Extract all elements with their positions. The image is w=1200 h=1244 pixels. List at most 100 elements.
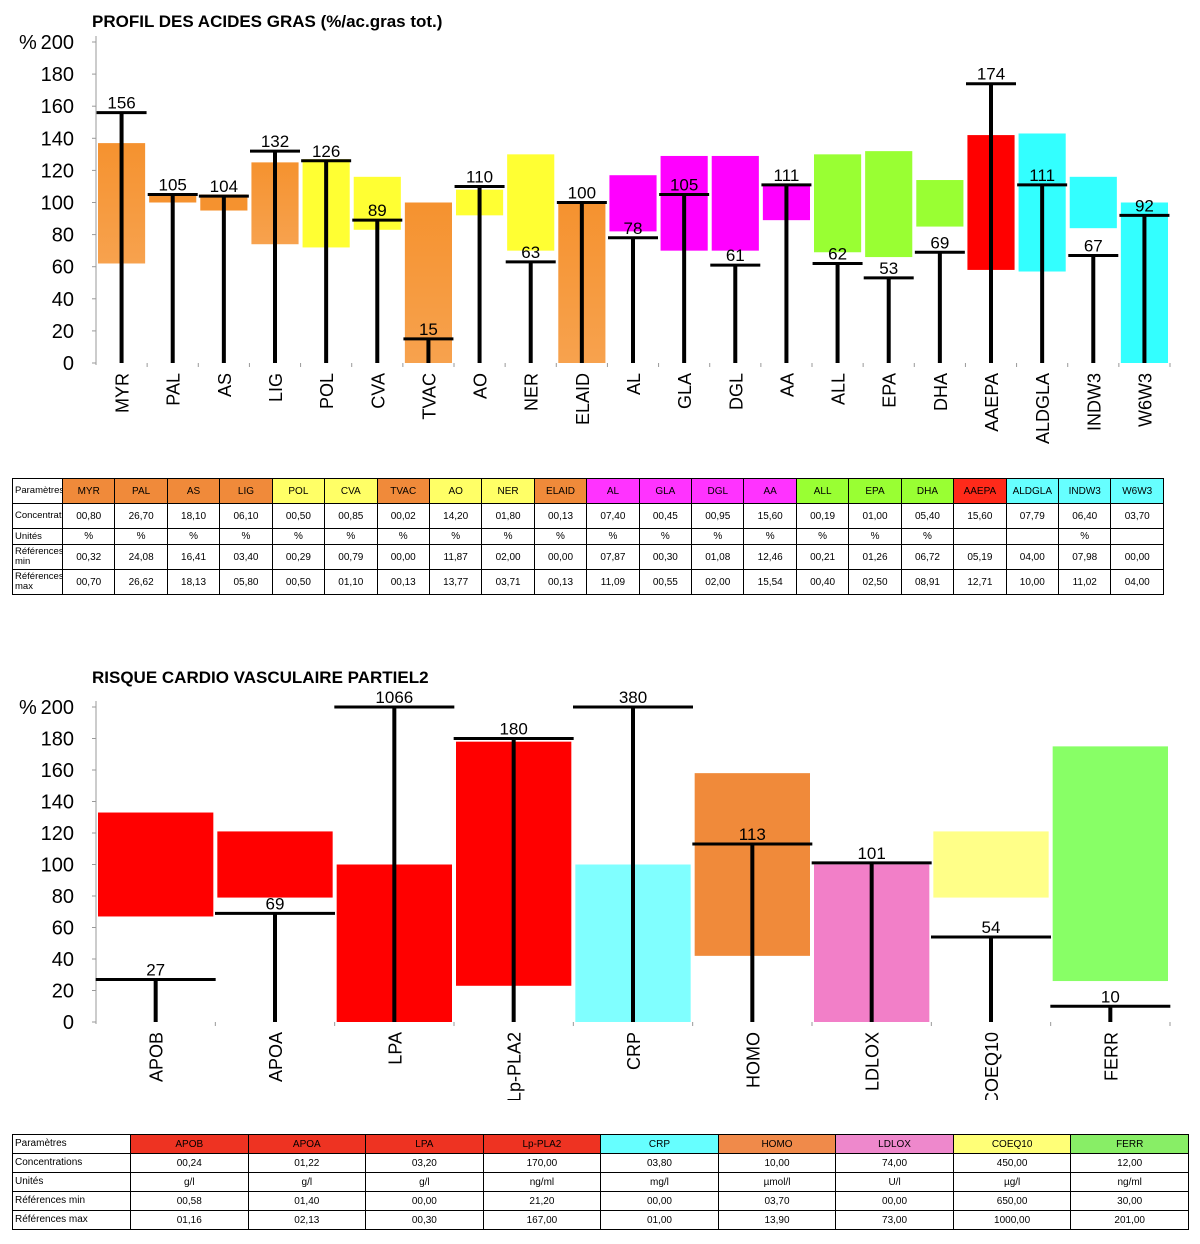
data-label: 15: [419, 320, 438, 339]
x-tick-label: ALL: [829, 373, 849, 405]
data-label: 174: [977, 65, 1005, 84]
table-cell: 00,00: [835, 1191, 954, 1211]
table-cell: 74,00: [835, 1153, 954, 1173]
parameter-header-cell: EPA: [848, 478, 902, 504]
cardio-risk-table: Paramètres APOB APOA LPA Lp-PLA2 CRP HOMO LDLOX…: [12, 1134, 1189, 1230]
parameter-header-cell: APOB: [130, 1134, 249, 1154]
data-label: 54: [982, 918, 1001, 937]
y-tick-label: 180: [41, 64, 74, 86]
table-cell: 02,13: [247, 1210, 367, 1230]
y-tick-label: 20: [52, 321, 74, 343]
y-tick-label: 120: [41, 160, 74, 182]
x-tick-label: INDW3: [1084, 373, 1104, 431]
table-cell: %: [743, 528, 797, 545]
table-cell: 167,00: [482, 1210, 602, 1230]
table-cell: 00,19: [795, 503, 850, 529]
data-label: 113: [739, 825, 766, 844]
table-cell: 11,02: [1058, 569, 1112, 595]
table-cell: 14,20: [428, 503, 483, 529]
x-tick-label: ALDGLA: [1033, 373, 1053, 444]
table-row: Paramètres MYR PAL AS LIG POL CVA TVAC AO NER ELAI…: [12, 478, 1164, 504]
table-cell: g/l: [130, 1172, 249, 1192]
table-row: Unités%%%%%%%%%%%%%%%%%%: [12, 528, 1164, 545]
table-cell: 18,13: [166, 569, 221, 595]
table-cell: 00,58: [130, 1191, 249, 1211]
table-row: Concentrations 00,24 01,22 03,20 170,00 03,80…: [12, 1153, 1189, 1173]
data-label: 69: [266, 894, 285, 913]
parameter-header-cell: MYR: [61, 478, 116, 504]
table-cell: 11,09: [586, 569, 640, 595]
table-cell: 03,71: [481, 569, 535, 595]
table-cell: 00,02: [376, 503, 430, 529]
table-cell: 02,00: [481, 544, 535, 570]
parameter-header-cell: GLA: [638, 478, 693, 504]
table-cell: 16,41: [166, 544, 221, 570]
x-tick-label: COEQ10: [982, 1032, 1002, 1100]
data-label: 105: [159, 175, 187, 194]
cardio-risk-chart-svg: 0 20 40 60 80 100 120 140 160 180 200% 27 APOB 69 APOA…: [19, 688, 1171, 1100]
table-row: Références max 01,16 02,13 00,30 167,00 01,00…: [12, 1210, 1189, 1230]
table-cell: 04,00: [1005, 544, 1060, 570]
table-row: Unités g/l g/l g/l ng/ml mg/l µmol/l U/l µg/l ng/…: [12, 1172, 1189, 1192]
data-label: 100: [568, 184, 596, 203]
data-label: 10: [1101, 987, 1120, 1006]
y-tick-label: 200: [41, 32, 74, 54]
parameter-header-cell: LDLOX: [835, 1134, 954, 1154]
table-cell: 00,30: [365, 1210, 484, 1230]
table-cell: 00,50: [271, 503, 326, 529]
table-cell: %: [691, 528, 745, 545]
data-label: 156: [107, 94, 135, 113]
parameter-header-cell: DHA: [900, 478, 955, 504]
y-tick-label: 80: [52, 225, 74, 247]
data-label: 132: [261, 132, 289, 151]
x-tick-label: AAEPA: [982, 373, 1002, 432]
table-cell: 12,71: [953, 569, 1007, 595]
table-row: Paramètres APOB APOA LPA Lp-PLA2 CRP HOMO LDLOX…: [12, 1134, 1189, 1154]
table-cell: %: [114, 528, 168, 545]
x-tick-label: MYR: [113, 373, 133, 413]
data-label: 27: [146, 960, 165, 979]
table-cell: 00,95: [691, 503, 745, 529]
x-tick-label: PAL: [164, 373, 184, 406]
x-tick-label: AL: [624, 373, 644, 395]
x-tick-label: CVA: [368, 373, 388, 409]
parameter-header-cell: NER: [481, 478, 535, 504]
parameter-header-cell: W6W3: [1110, 478, 1164, 504]
reference-range-bar: [1052, 746, 1168, 982]
chart-title: RISQUE CARDIO VASCULAIRE PARTIEL2: [92, 668, 429, 687]
table-row: Références min 00,58 01,40 00,00 21,20 00,00 0…: [12, 1191, 1189, 1211]
data-label: 1066: [375, 688, 413, 707]
x-tick-label: LPA: [385, 1032, 405, 1065]
table-cell: %: [586, 528, 640, 545]
table-row: Concentrations00,8026,7018,1006,1000,500…: [12, 503, 1164, 529]
row-label: Concentrations: [12, 1153, 131, 1173]
parameter-header-cell: AL: [586, 478, 640, 504]
table-cell: %: [428, 528, 483, 545]
parameter-header-cell: DGL: [691, 478, 745, 504]
table-cell: 15,60: [953, 503, 1007, 529]
y-tick-label: 80: [52, 886, 74, 908]
x-tick-label: POL: [317, 373, 337, 409]
y-tick-label: 0: [63, 353, 74, 375]
table-cell: 15,54: [743, 569, 797, 595]
reference-range-bar: [98, 812, 214, 917]
x-tick-label: AO: [471, 373, 491, 399]
table-cell: 03,40: [219, 544, 273, 570]
x-tick-label: LIG: [266, 373, 286, 402]
x-tick-label: Lp-PLA2: [505, 1032, 525, 1100]
data-label: 380: [619, 688, 647, 707]
parameter-header-cell: AA: [743, 478, 797, 504]
row-label: Paramètres: [12, 1134, 131, 1154]
table-cell: 12,00: [1070, 1153, 1189, 1173]
table-cell: 21,20: [482, 1191, 602, 1211]
row-label: Références max: [12, 569, 63, 595]
table-cell: 03,70: [1110, 503, 1164, 529]
reference-range-bar: [404, 202, 452, 363]
data-label: 126: [312, 142, 340, 161]
table-cell: µg/l: [952, 1172, 1072, 1192]
data-label: 105: [670, 175, 698, 194]
parameter-header-cell: AAEPA: [953, 478, 1007, 504]
table-cell: 00,70: [61, 569, 116, 595]
table-cell: 201,00: [1070, 1210, 1189, 1230]
table-cell: 07,98: [1058, 544, 1112, 570]
